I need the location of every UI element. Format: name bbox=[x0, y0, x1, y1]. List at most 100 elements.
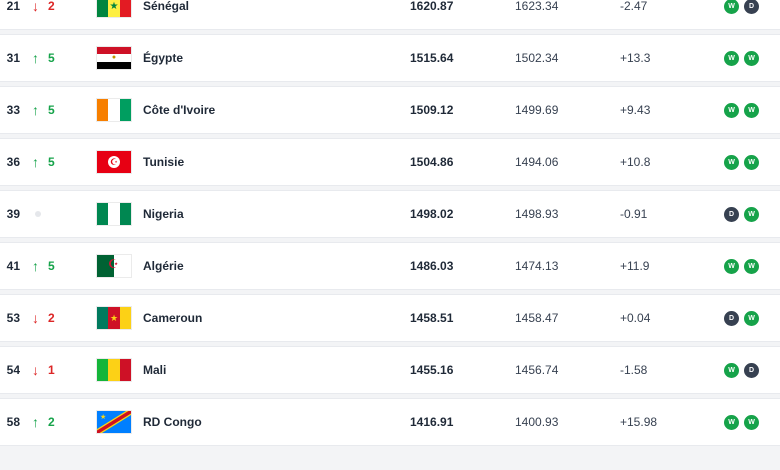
no-change-icon bbox=[35, 211, 41, 217]
previous-points: 1456.74 bbox=[515, 363, 559, 377]
country-flag: ★ bbox=[97, 295, 131, 341]
rank: 54 bbox=[6, 363, 20, 377]
nigeria-flag-icon bbox=[97, 203, 131, 225]
country-name[interactable]: Mali bbox=[143, 363, 167, 377]
egypt-flag-icon: ● bbox=[97, 47, 131, 69]
dr-congo-flag-icon: ★ bbox=[97, 411, 131, 433]
arrow-down-icon: ↓ bbox=[32, 0, 39, 14]
points-difference: +0.04 bbox=[620, 311, 651, 325]
country-flag: ☪ bbox=[97, 139, 131, 185]
country-name[interactable]: Tunisie bbox=[143, 155, 185, 169]
country-name[interactable]: Cameroun bbox=[143, 311, 203, 325]
points-difference: -2.47 bbox=[620, 0, 648, 13]
table-row[interactable]: 33 ↑ 5 Côte d'Ivoire 1509.12 1499.69 +9.4… bbox=[0, 86, 780, 134]
rank-change: ↑ 5 bbox=[32, 35, 72, 81]
algeria-flag-icon: ☪ bbox=[97, 255, 131, 277]
arrow-up-icon: ↑ bbox=[32, 50, 39, 66]
points-difference: +15.98 bbox=[620, 415, 658, 429]
total-points: 1504.86 bbox=[410, 155, 454, 169]
rank-change-value: 2 bbox=[48, 415, 55, 429]
country-flag bbox=[97, 191, 131, 237]
points-difference: -0.91 bbox=[620, 207, 648, 221]
previous-points: 1498.93 bbox=[515, 207, 559, 221]
rank-change-value: 1 bbox=[48, 363, 55, 377]
total-points: 1515.64 bbox=[410, 51, 454, 65]
country-flag: ☪ bbox=[97, 243, 131, 289]
country-name[interactable]: Algérie bbox=[143, 259, 184, 273]
previous-points: 1623.34 bbox=[515, 0, 559, 13]
country-flag bbox=[97, 87, 131, 133]
rank: 33 bbox=[6, 103, 20, 117]
form-badge: D bbox=[744, 362, 759, 378]
rank-change: ↑ 5 bbox=[32, 243, 72, 289]
rank-change: ↓ 2 bbox=[32, 295, 72, 341]
rank: 53 bbox=[6, 311, 20, 325]
rank-change-value: 5 bbox=[48, 103, 55, 117]
rank-change bbox=[32, 191, 72, 237]
form-badge: W bbox=[744, 310, 759, 326]
form-badge: D bbox=[744, 0, 759, 14]
rank-change: ↓ 2 bbox=[32, 0, 72, 29]
tunisia-flag-icon: ☪ bbox=[97, 151, 131, 173]
rank-change-value: 2 bbox=[48, 311, 55, 325]
table-row[interactable]: 58 ↑ 2 ★ RD Congo 1416.91 1400.93 +15.98 … bbox=[0, 398, 780, 446]
arrow-down-icon: ↓ bbox=[32, 310, 39, 326]
svg-text:★: ★ bbox=[100, 413, 106, 421]
arrow-up-icon: ↑ bbox=[32, 102, 39, 118]
arrow-up-icon: ↑ bbox=[32, 258, 39, 274]
points-difference: +11.9 bbox=[620, 259, 650, 273]
total-points: 1416.91 bbox=[410, 415, 454, 429]
rank-change: ↓ 1 bbox=[32, 347, 72, 393]
table-row[interactable]: 53 ↓ 2 ★ Cameroun 1458.51 1458.47 +0.04 D… bbox=[0, 294, 780, 342]
rank-change-value: 2 bbox=[48, 0, 55, 13]
form-badge: W bbox=[744, 414, 759, 430]
country-name[interactable]: Côte d'Ivoire bbox=[143, 103, 216, 117]
country-flag: ● bbox=[97, 35, 131, 81]
form-badge: W bbox=[744, 154, 759, 170]
previous-points: 1499.69 bbox=[515, 103, 559, 117]
previous-points: 1494.06 bbox=[515, 155, 559, 169]
form-badge: W bbox=[724, 50, 739, 66]
country-name[interactable]: Égypte bbox=[143, 51, 184, 65]
previous-points: 1458.47 bbox=[515, 311, 559, 325]
form-badge: W bbox=[744, 206, 759, 222]
rank: 39 bbox=[6, 207, 20, 221]
rank-change: ↑ 2 bbox=[32, 399, 72, 445]
country-name[interactable]: Nigeria bbox=[143, 207, 184, 221]
mali-flag-icon bbox=[97, 359, 131, 381]
arrow-up-icon: ↑ bbox=[32, 154, 39, 170]
rank-change: ↑ 5 bbox=[32, 87, 72, 133]
form-badge: D bbox=[724, 206, 739, 222]
rank-change-value: 5 bbox=[48, 259, 55, 273]
form-badge: W bbox=[724, 362, 739, 378]
country-name[interactable]: RD Congo bbox=[143, 415, 202, 429]
arrow-down-icon: ↓ bbox=[32, 362, 39, 378]
previous-points: 1474.13 bbox=[515, 259, 559, 273]
rank: 58 bbox=[6, 415, 20, 429]
rank: 41 bbox=[6, 259, 20, 273]
rank-change-value: 5 bbox=[48, 51, 55, 65]
rank: 31 bbox=[6, 51, 20, 65]
country-flag: ★ bbox=[97, 399, 131, 445]
form-badge: W bbox=[744, 258, 759, 274]
form-badge: W bbox=[724, 154, 739, 170]
total-points: 1486.03 bbox=[410, 259, 454, 273]
form-badge: W bbox=[744, 50, 759, 66]
country-name[interactable]: Sénégal bbox=[143, 0, 190, 13]
points-difference: +10.8 bbox=[620, 155, 651, 169]
total-points: 1620.87 bbox=[410, 0, 454, 13]
